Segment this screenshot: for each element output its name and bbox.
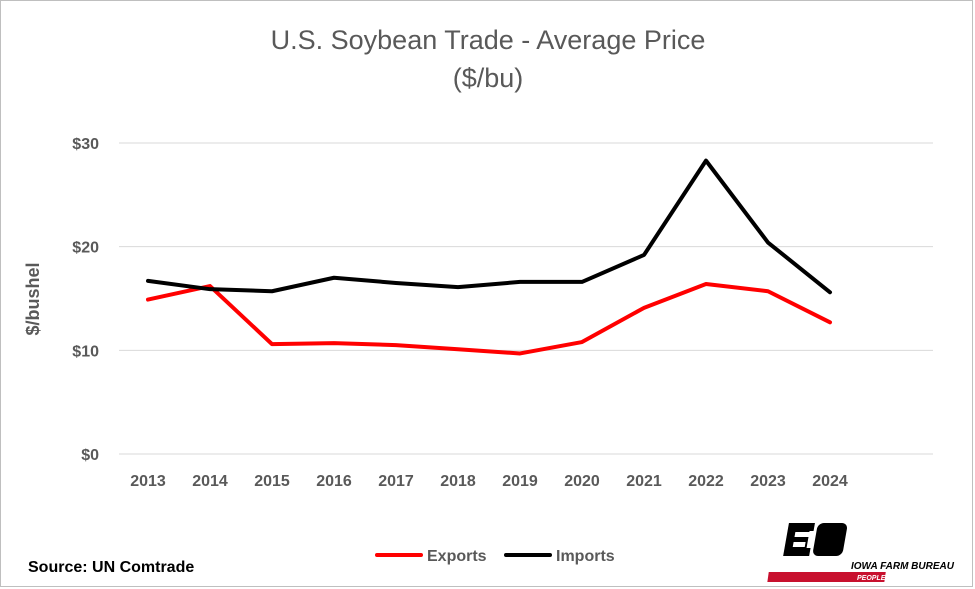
logo-name: IOWA FARM BUREAU (851, 561, 955, 572)
y-tick-label: $20 (72, 240, 99, 257)
x-tick-label: 2024 (812, 473, 848, 490)
farm-bureau-fb-logo-icon (783, 523, 847, 556)
x-tick-label: 2015 (254, 473, 290, 490)
x-tick-label: 2019 (502, 473, 538, 490)
chart-title: U.S. Soybean Trade - Average Price (271, 25, 706, 55)
logo-tagline-band (767, 572, 886, 582)
legend-label-exports: Exports (427, 548, 487, 565)
gridlines (119, 142, 933, 455)
x-tick-label: 2017 (378, 473, 414, 490)
x-tick-label: 2021 (626, 473, 662, 490)
x-tick-label: 2020 (564, 473, 600, 490)
legend-label-imports: Imports (556, 548, 615, 565)
y-tick-label: $30 (72, 136, 99, 153)
y-axis-label: $/bushel (23, 262, 43, 335)
x-tick-label: 2013 (130, 473, 166, 490)
chart-subtitle: ($/bu) (453, 63, 524, 93)
x-tick-label: 2014 (192, 473, 228, 490)
x-tick-label: 2023 (750, 473, 786, 490)
series-line-imports (146, 158, 832, 295)
x-tick-label: 2018 (440, 473, 476, 490)
legend: Exports Imports (375, 548, 615, 565)
logo-tagline: PEOPLE. PROGRESS. PRIDE. (857, 575, 956, 582)
series-line-exports (146, 281, 832, 356)
y-tick-label: $0 (81, 447, 99, 464)
y-axis-ticks: $0 $10 $20 $30 (72, 136, 99, 464)
x-axis-ticks: 2013 2014 2015 2016 2017 2018 2019 2020 2021 2022… (130, 473, 848, 490)
source-note: Source: UN Comtrade (28, 559, 194, 576)
x-tick-label: 2022 (688, 473, 724, 490)
x-tick-label: 2016 (316, 473, 352, 490)
y-tick-label: $10 (72, 343, 99, 360)
series-lines (146, 158, 832, 356)
